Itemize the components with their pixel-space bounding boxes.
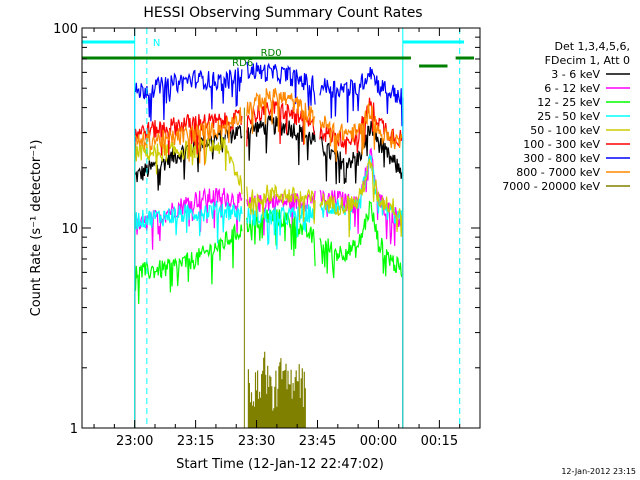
legend-entry-label: 300 - 800 keV	[523, 152, 600, 165]
plot-clip-layer: N RD0 RD6	[82, 28, 474, 428]
axis-layer: 23:00 23:15 23:30 23:45 00:00 00:15 1 10 100	[53, 22, 481, 449]
legend-entry-label: 12 - 25 keV	[537, 96, 600, 109]
y-tick-label: 10	[61, 222, 78, 237]
y-axis-label: Count Rate (s⁻¹ detector⁻¹)	[29, 140, 44, 317]
legend-header-line: Det 1,3,4,5,6,	[554, 40, 630, 53]
x-tick-label: 23:15	[177, 434, 214, 449]
footer-date: 12-Jan-2012 23:15	[561, 467, 636, 476]
series-8	[243, 107, 306, 428]
x-tick-label: 00:15	[421, 434, 458, 449]
series-layer	[134, 61, 404, 428]
overlay-layer: N RD0 RD6	[82, 28, 474, 428]
night-label: N	[153, 38, 160, 49]
legend-entry-label: 50 - 100 keV	[530, 124, 600, 137]
legend-entry-label: 7000 - 20000 keV	[502, 180, 600, 193]
x-tick-label: 23:45	[299, 434, 336, 449]
rd6-label: RD6	[232, 58, 253, 69]
series-4	[134, 136, 404, 428]
legend-entry-label: 800 - 7000 keV	[516, 166, 600, 179]
rd0-label: RD0	[261, 48, 282, 59]
series-0	[134, 115, 404, 428]
legend-entry-label: 3 - 6 keV	[551, 68, 600, 81]
x-tick-label: 23:00	[116, 434, 153, 449]
series-line-6	[134, 61, 403, 127]
legend-entry-label: 100 - 300 keV	[523, 138, 600, 151]
legend-header-line: FDecim 1, Att 0	[545, 54, 630, 67]
x-tick-label: 00:00	[360, 434, 397, 449]
legend: Det 1,3,4,5,6,FDecim 1, Att 03 - 6 keV6 …	[502, 40, 630, 193]
y-tick-label: 1	[70, 422, 78, 437]
x-tick-label: 23:30	[238, 434, 275, 449]
series-line-7000-20000	[247, 351, 306, 428]
legend-entry-label: 25 - 50 keV	[537, 110, 600, 123]
y-tick-label: 100	[53, 22, 78, 37]
chart-title: HESSI Observing Summary Count Rates	[143, 5, 422, 21]
legend-entry-label: 6 - 12 keV	[544, 82, 600, 95]
x-axis-label: Start Time (12-Jan-12 22:47:02)	[176, 457, 384, 472]
series-line-7	[134, 87, 403, 166]
